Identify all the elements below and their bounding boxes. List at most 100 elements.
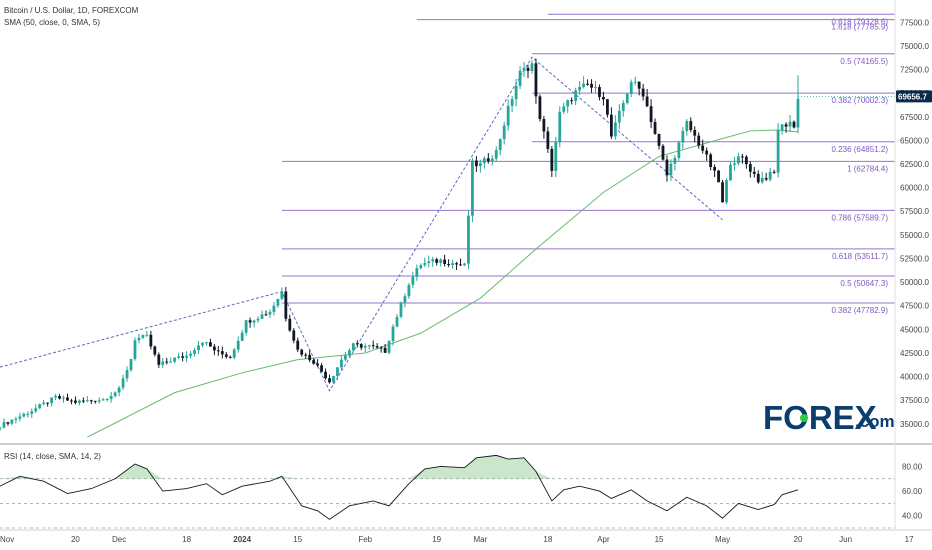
candle-body [26, 413, 30, 415]
candle-body [574, 90, 578, 101]
candle-body [443, 259, 447, 265]
candle-body [609, 114, 613, 137]
candle-body [788, 121, 792, 127]
candle-body [752, 171, 756, 174]
rsi-tick-label: 80.00 [902, 462, 923, 471]
time-tick-label: 17 [905, 535, 914, 544]
candle-body [232, 349, 236, 358]
trend-lines [0, 56, 723, 392]
candle-body [538, 96, 542, 120]
candle-body [74, 400, 77, 403]
price-tick-label: 60000.0 [900, 184, 929, 193]
candle-body [260, 314, 264, 319]
candle-body [316, 363, 319, 366]
candle-body [117, 387, 121, 393]
candle-body [169, 361, 173, 363]
candle-body [272, 305, 276, 312]
candle-body [129, 359, 133, 371]
candle-body [490, 158, 494, 162]
candle-body [292, 330, 296, 341]
candle-body [340, 359, 343, 368]
chart-title: Bitcoin / U.S. Dollar, 1D, FOREXCOM [4, 6, 139, 15]
candle-body [371, 345, 375, 347]
fib-level-label: 0.382 (70002.3) [832, 96, 889, 105]
candle-body [407, 284, 411, 297]
price-tick-label: 42500.0 [900, 349, 929, 358]
candle-body [764, 177, 768, 180]
candle-body [125, 370, 129, 379]
candle-body [530, 63, 534, 71]
candle-body [760, 177, 764, 183]
rsi-tick-label: 60.00 [902, 487, 923, 496]
candle-body [772, 171, 776, 173]
candle-body [351, 343, 355, 351]
candle-body [375, 346, 379, 348]
time-tick-label: 19 [432, 535, 441, 544]
candle-body [478, 163, 482, 167]
fib-level-label: 0.5 (50647.3) [840, 279, 888, 288]
candle-body [621, 102, 625, 111]
time-tick-label: Jun [839, 535, 852, 544]
candle-body [10, 419, 14, 424]
forex-logo: FOREX .com [763, 399, 895, 436]
candle-body [70, 400, 73, 402]
candle-body [387, 341, 391, 353]
candle-body [173, 357, 177, 362]
candle-body [570, 100, 574, 102]
candle-body [546, 131, 550, 149]
candle-body [522, 67, 526, 71]
candle-body [447, 264, 451, 266]
candle-body [602, 96, 605, 100]
candle-body [506, 105, 510, 126]
candle-body [288, 318, 292, 331]
candle-body [328, 378, 331, 383]
time-tick-label: Feb [358, 535, 372, 544]
candle-body [121, 378, 125, 388]
candle-body [606, 99, 609, 115]
candle-body [665, 159, 669, 176]
candle-body [280, 291, 284, 299]
time-tick-label: 15 [293, 535, 302, 544]
candle-body [391, 326, 395, 342]
candle-body [66, 397, 69, 401]
candle-body [34, 408, 38, 412]
price-tick-label: 77500.0 [900, 18, 929, 27]
time-tick-label: Mar [473, 535, 487, 544]
candle-body [756, 173, 760, 183]
rsi-line [0, 454, 799, 520]
candle-body [89, 400, 93, 402]
logo-wordmark: FOREX [763, 399, 877, 436]
candle-body [145, 334, 149, 336]
candle-body [18, 416, 22, 419]
candle-body [236, 340, 240, 350]
candle-body [526, 67, 530, 71]
price-tick-label: 55000.0 [900, 231, 929, 240]
candle-body [332, 375, 335, 383]
candle-body [220, 351, 224, 355]
candle-body [101, 399, 105, 401]
candle-body [201, 342, 204, 346]
candle-body [768, 171, 772, 180]
candle-body [701, 145, 705, 151]
candle-body [109, 395, 113, 400]
candle-body [439, 259, 443, 263]
logo-accent-dot [800, 414, 808, 422]
candle-body [165, 361, 169, 363]
candle-body [30, 411, 34, 414]
candle-body [514, 85, 518, 100]
logo-suffix: .com [855, 412, 895, 431]
candle-body [486, 158, 490, 162]
candle-body [733, 163, 736, 165]
candle-body [312, 360, 316, 364]
rsi-axis: 40.00 60.00 80.00 [902, 462, 923, 520]
candle-body [550, 148, 554, 171]
candle-body [498, 138, 502, 151]
candle-body [689, 121, 693, 131]
candle-body [50, 397, 54, 404]
candle-body [14, 418, 18, 420]
candle-body [717, 170, 720, 183]
candle-body [633, 81, 637, 83]
candle-body [93, 400, 97, 402]
rsi-indicator-label: RSI (14, close, SMA, 14, 2) [4, 452, 101, 461]
